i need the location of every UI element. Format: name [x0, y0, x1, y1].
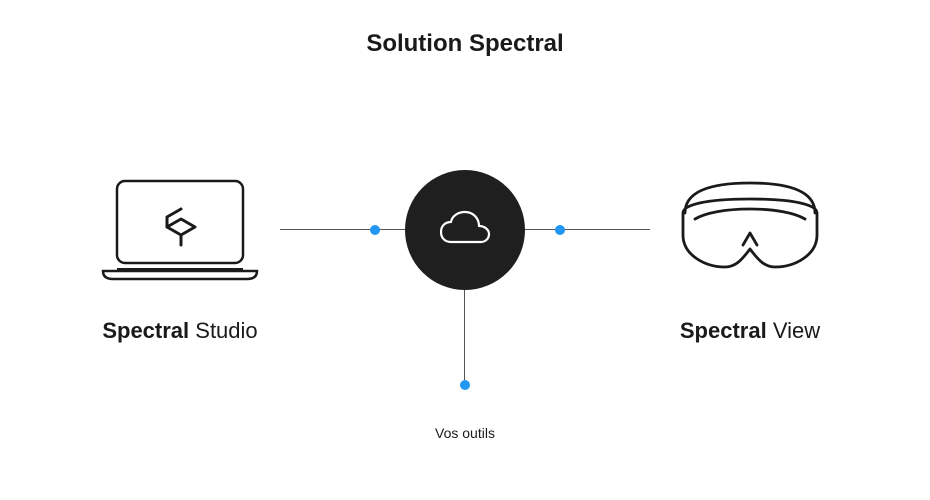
laptop-icon	[80, 170, 280, 290]
solution-diagram: Spectral Studio Spectral View	[0, 140, 930, 460]
label-bold: Spectral	[680, 318, 767, 343]
connector-dot-down	[460, 380, 470, 390]
label-light: View	[767, 318, 820, 343]
connector-dot-left	[370, 225, 380, 235]
cloud-hub	[405, 170, 525, 290]
label-light: Studio	[189, 318, 258, 343]
connector-left	[280, 229, 405, 230]
page-title: Solution Spectral	[0, 30, 930, 58]
cloud-icon	[435, 210, 495, 250]
node-spectral-view: Spectral View	[650, 170, 850, 344]
node-label-view: Spectral View	[650, 318, 850, 344]
connector-dot-right	[555, 225, 565, 235]
ar-headset-icon	[650, 170, 850, 290]
label-bold: Spectral	[102, 318, 189, 343]
node-label-studio: Spectral Studio	[80, 318, 280, 344]
node-spectral-studio: Spectral Studio	[80, 170, 280, 344]
connector-down	[464, 290, 465, 380]
node-label-tools: Vos outils	[0, 425, 930, 441]
connector-right	[525, 229, 650, 230]
